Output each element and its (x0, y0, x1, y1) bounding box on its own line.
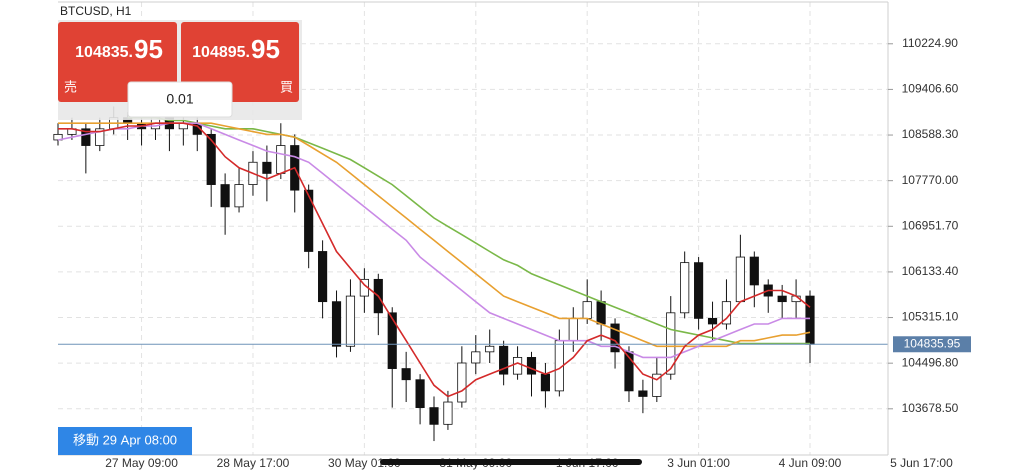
candle-body (749, 256, 759, 286)
scroll-button[interactable] (58, 427, 192, 455)
y-tick-label: 105315.10 (902, 310, 959, 324)
candle-body (499, 345, 509, 375)
candle-body (387, 312, 397, 369)
candle-body (206, 133, 216, 185)
candle-body (694, 262, 704, 319)
candle-body (304, 189, 314, 252)
candle-body (262, 161, 272, 174)
candle-body (95, 128, 105, 146)
x-tick-label: 4 Jun 09:00 (779, 456, 842, 470)
candle-body (735, 256, 745, 303)
buy-label: 買 (280, 79, 293, 94)
y-tick-label: 109406.60 (902, 82, 959, 96)
y-tick-label: 107770.00 (902, 173, 959, 187)
x-tick-label: 5 Jun 17:00 (890, 456, 953, 470)
candle-body (276, 145, 286, 174)
sell-price-pips: 95 (134, 34, 163, 64)
candle-body (568, 317, 578, 342)
candle-body (638, 390, 648, 397)
moving-average (58, 122, 811, 398)
volume-input[interactable] (127, 81, 233, 118)
y-tick-label: 103678.50 (902, 401, 959, 415)
y-tick-label: 106951.70 (902, 218, 959, 232)
y-tick-label: 106133.40 (902, 264, 959, 278)
candle-body (457, 362, 467, 403)
candle-body (540, 373, 550, 392)
candle-body (777, 295, 787, 303)
sell-price-main: 104835. (75, 44, 133, 61)
candle-body (429, 407, 439, 425)
x-tick-label: 3 Jun 01:00 (667, 456, 730, 470)
candle-body (652, 373, 662, 397)
candle-body (443, 401, 453, 425)
candle-body (234, 184, 244, 208)
candle-body (331, 301, 342, 347)
candle-body (526, 357, 537, 375)
x-tick-label: 28 May 17:00 (217, 456, 290, 470)
candle-body (596, 301, 606, 325)
home-indicator (380, 459, 642, 465)
volume-value: 0.01 (166, 91, 193, 107)
candle-body (680, 262, 690, 314)
candle-body (345, 295, 356, 347)
candle-body (512, 357, 523, 375)
y-tick-label: 110224.90 (902, 36, 958, 50)
scroll-button-label: 移動 29 Apr 08:00 (73, 432, 177, 447)
current-price-label: 104835.95 (904, 336, 961, 350)
x-tick-label: 27 May 09:00 (105, 456, 178, 470)
candle-body (471, 351, 481, 364)
buy-price-pips: 95 (251, 34, 280, 64)
y-tick-label: 104496.80 (902, 355, 959, 369)
chart-title: BTCUSD, H1 (60, 4, 132, 18)
candle-body (485, 345, 495, 353)
y-tick-label: 108588.30 (902, 127, 959, 141)
candle-body (81, 128, 91, 146)
current-price-tag (893, 336, 971, 353)
candle-body (610, 323, 620, 353)
candle-body (707, 317, 718, 325)
candle-body (582, 301, 592, 319)
sell-label: 売 (64, 79, 77, 94)
candle-body (666, 312, 676, 375)
candle-body (220, 184, 230, 208)
buy-price-main: 104895. (192, 44, 250, 61)
candle-body (415, 379, 425, 409)
candle-body (805, 295, 815, 345)
candle-body (318, 251, 328, 303)
candle-body (401, 368, 411, 381)
